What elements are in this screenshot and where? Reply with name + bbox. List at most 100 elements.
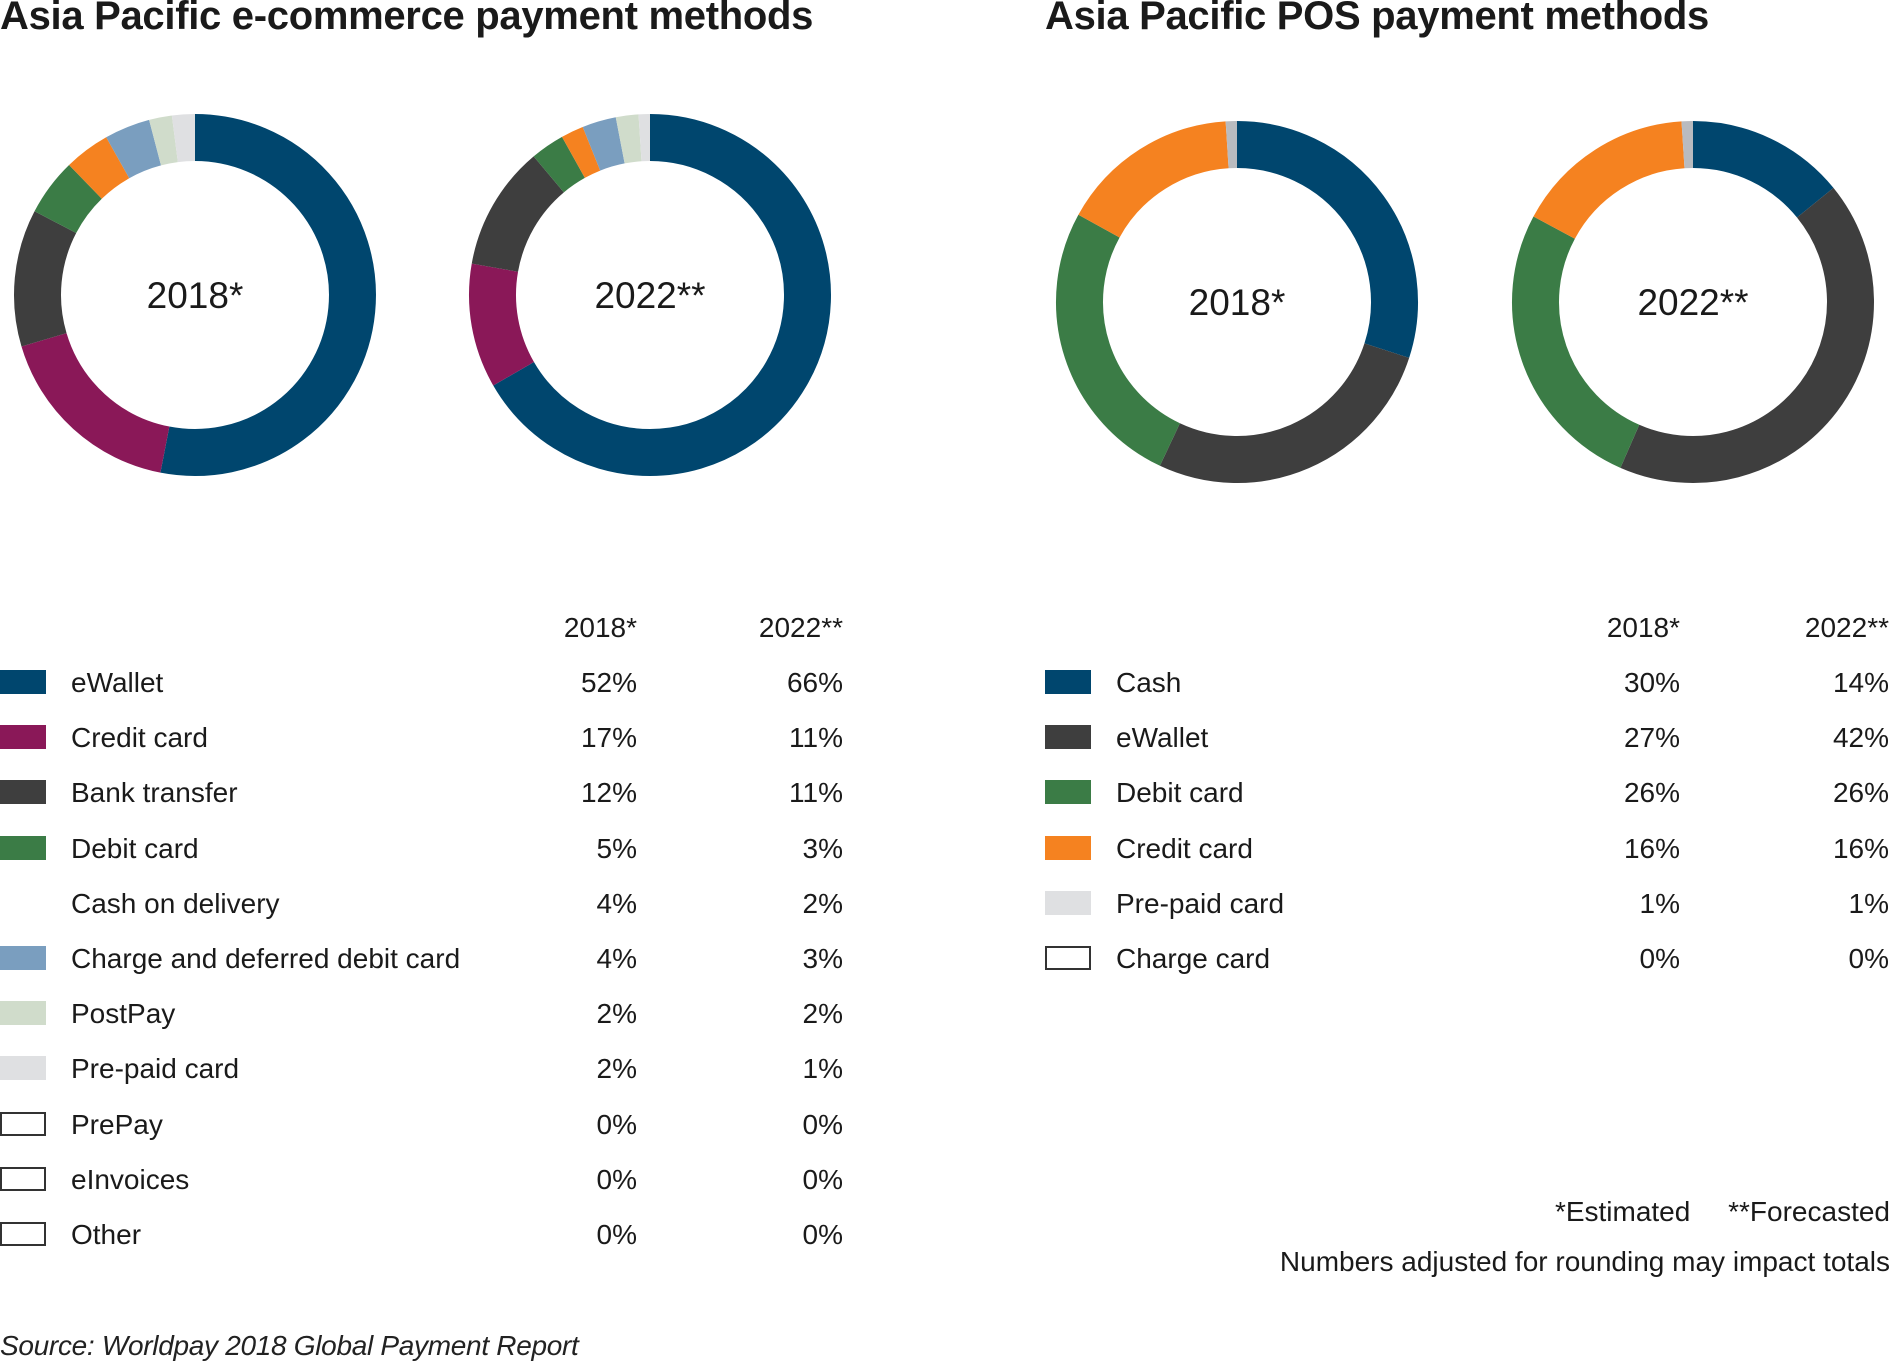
ecom-swatch-debit-card	[0, 835, 46, 860]
ecommerce-title: Asia Pacific e-commerce payment methods	[0, 0, 814, 38]
pos-label-credit-card: Credit card	[1116, 832, 1253, 864]
ecom-2022-slice-bank-transfer	[471, 156, 565, 273]
ecom-value-cash-on-delivery-2: 2%	[802, 887, 843, 919]
pos-value-ewallet-2: 42%	[1832, 722, 1889, 754]
pos-2022-slice-ewallet	[1620, 187, 1874, 483]
ecom-value-debit-card-1: 5%	[596, 832, 637, 864]
note-forecasted: **Forecasted	[1728, 1196, 1890, 1227]
pos-label-cash: Cash	[1116, 667, 1182, 698]
ecom-swatch-einvoices	[0, 1166, 46, 1191]
ecom-legend-row-pre-paid-card: Pre-paid card 2% 1%	[0, 1041, 860, 1096]
ecom-label-bank-transfer: Bank transfer	[71, 777, 238, 809]
note-rounding: Numbers adjusted for rounding may impact…	[1279, 1246, 1890, 1277]
ecom-2018-slice-credit-card	[21, 332, 170, 473]
ecom-2018-slice-charge-and-deferred-debit-card	[106, 119, 162, 179]
pos-value-debit-card-2: 26%	[1832, 777, 1889, 809]
pos-legend-row-ewallet: eWallet 27% 42%	[1045, 710, 1890, 765]
pos-swatch-pre-paid-card	[1045, 890, 1091, 915]
ecom-2022-slice-credit-card	[469, 263, 535, 386]
pos-2018-slice-credit-card	[1078, 121, 1230, 238]
ecom-swatch-ewallet	[0, 670, 46, 694]
pos-2018-center-label: 2018*	[1189, 282, 1286, 323]
pos-swatch-credit-card	[1045, 835, 1091, 860]
ecom-col-header-2: 2022**	[758, 612, 843, 643]
ecom-swatch-pre-paid-card	[0, 1056, 46, 1081]
ecom-value-einvoices-1: 0%	[596, 1163, 637, 1195]
pos-value-charge-card-2: 0%	[1848, 942, 1889, 974]
ecom-legend-row-prepay: PrePay 0% 0%	[0, 1097, 860, 1152]
ecom-legend-row-debit-card: Debit card 5% 3%	[0, 821, 860, 876]
source-note: Source: Worldpay 2018 Global Payment Rep…	[0, 1330, 579, 1361]
ecom-label-charge-and-deferred-debit-card: Charge and deferred debit card	[71, 942, 461, 974]
ecom-value-credit-card-1: 17%	[580, 722, 637, 754]
footnotes: *Estimated **Forecasted Numbers adjusted…	[1280, 1190, 1890, 1290]
ecom-2022-slice-postpay	[615, 114, 642, 164]
ecom-2022-center-label: 2022**	[594, 275, 705, 316]
ecom-2018-slice-pre-paid-card	[171, 113, 196, 163]
ecom-swatch-postpay	[0, 1001, 46, 1026]
pos-panel: Asia Pacific POS payment methods 2018* 20…	[1045, 0, 1890, 1320]
pos-value-debit-card-1: 26%	[1623, 777, 1680, 809]
ecom-value-bank-transfer-1: 12%	[580, 777, 637, 809]
ecom-2022-slice-charge-and-deferred-debit-card	[582, 117, 626, 171]
pos-label-charge-card: Charge card	[1116, 942, 1271, 974]
pos-label-pre-paid-card: Pre-paid card	[1116, 887, 1285, 919]
ecom-2022-slice-cash-on-delivery	[561, 126, 601, 179]
pos-legend: 2018* 2022** Cash 30% 14% eWallet 27% 42% Debit …	[1045, 600, 1890, 986]
ecommerce-donuts: 2018* 2022**	[14, 113, 831, 476]
pos-2018-slice-cash	[1236, 121, 1418, 358]
pos-2018-slice-debit-card	[1056, 214, 1181, 466]
ecom-label-debit-card: Debit card	[71, 832, 199, 864]
pos-value-cash-2: 14%	[1832, 667, 1889, 698]
pos-value-ewallet-1: 27%	[1623, 722, 1680, 754]
ecom-swatch-prepay	[0, 1111, 46, 1136]
pos-donuts: 2018* 2022**	[1056, 120, 1874, 483]
ecommerce-panel: Asia Pacific e-commerce payment methods …	[0, 0, 860, 1320]
ecom-value-debit-card-2: 3%	[802, 832, 843, 864]
pos-swatch-charge-card	[1045, 945, 1091, 970]
pos-legend-row-credit-card: Credit card 16% 16%	[1045, 821, 1890, 876]
ecom-2018-slice-debit-card	[34, 164, 103, 234]
ecom-legend-row-charge-and-deferred-debit-card: Charge and deferred debit card 4% 3%	[0, 931, 860, 986]
ecom-value-postpay-2: 2%	[802, 998, 843, 1030]
ecom-value-bank-transfer-2: 11%	[789, 777, 843, 809]
pos-label-ewallet: eWallet	[1116, 722, 1209, 754]
ecom-label-postpay: PostPay	[71, 998, 176, 1030]
ecom-value-prepay-1: 0%	[596, 1108, 637, 1140]
pos-legend-header: 2018* 2022**	[1045, 600, 1890, 655]
ecom-legend-row-bank-transfer: Bank transfer 12% 11%	[0, 765, 860, 820]
pos-legend-row-pre-paid-card: Pre-paid card 1% 1%	[1045, 876, 1890, 931]
ecom-value-credit-card-2: 11%	[789, 722, 843, 754]
ecom-legend-row-postpay: PostPay 2% 2%	[0, 986, 860, 1041]
ecom-value-charge-and-deferred-debit-card-1: 4%	[596, 942, 637, 974]
pos-legend-row-charge-card: Charge card 0% 0%	[1045, 931, 1890, 986]
pos-value-pre-paid-card-2: 1%	[1848, 887, 1889, 919]
pos-label-debit-card: Debit card	[1116, 777, 1244, 809]
ecom-2022-slice-ewallet	[493, 114, 831, 476]
ecom-swatch-other	[0, 1221, 46, 1246]
ecom-label-pre-paid-card: Pre-paid card	[71, 1053, 240, 1085]
ecom-2018-slice-postpay	[149, 115, 179, 166]
pos-title: Asia Pacific POS payment methods	[1045, 0, 1709, 38]
ecom-value-other-1: 0%	[596, 1218, 637, 1250]
ecom-swatch-charge-and-deferred-debit-card	[0, 945, 46, 970]
ecom-value-pre-paid-card-1: 2%	[596, 1053, 637, 1085]
ecom-value-einvoices-2: 0%	[802, 1163, 843, 1195]
ecom-2018-center-label: 2018*	[147, 275, 244, 316]
pos-col-header-1: 2018*	[1606, 612, 1680, 643]
ecom-col-header-1: 2018*	[563, 612, 637, 643]
ecom-value-other-2: 0%	[802, 1218, 843, 1250]
pos-value-charge-card-1: 0%	[1639, 942, 1680, 974]
pos-legend-row-debit-card: Debit card 26% 26%	[1045, 765, 1890, 820]
ecom-value-cash-on-delivery-1: 4%	[596, 887, 637, 919]
ecom-label-credit-card: Credit card	[71, 722, 208, 754]
ecom-value-postpay-1: 2%	[596, 998, 637, 1030]
ecom-value-prepay-2: 0%	[802, 1108, 843, 1140]
pos-value-credit-card-2: 16%	[1832, 832, 1889, 864]
pos-col-header-2: 2022**	[1804, 612, 1889, 643]
ecom-legend-header: 2018* 2022**	[0, 600, 860, 655]
pos-swatch-cash	[1045, 670, 1091, 694]
ecom-swatch-bank-transfer	[0, 780, 46, 805]
ecom-legend-row-cash-on-delivery: Cash on delivery 4% 2%	[0, 876, 860, 931]
ecom-value-ewallet-1: 52%	[580, 667, 637, 698]
